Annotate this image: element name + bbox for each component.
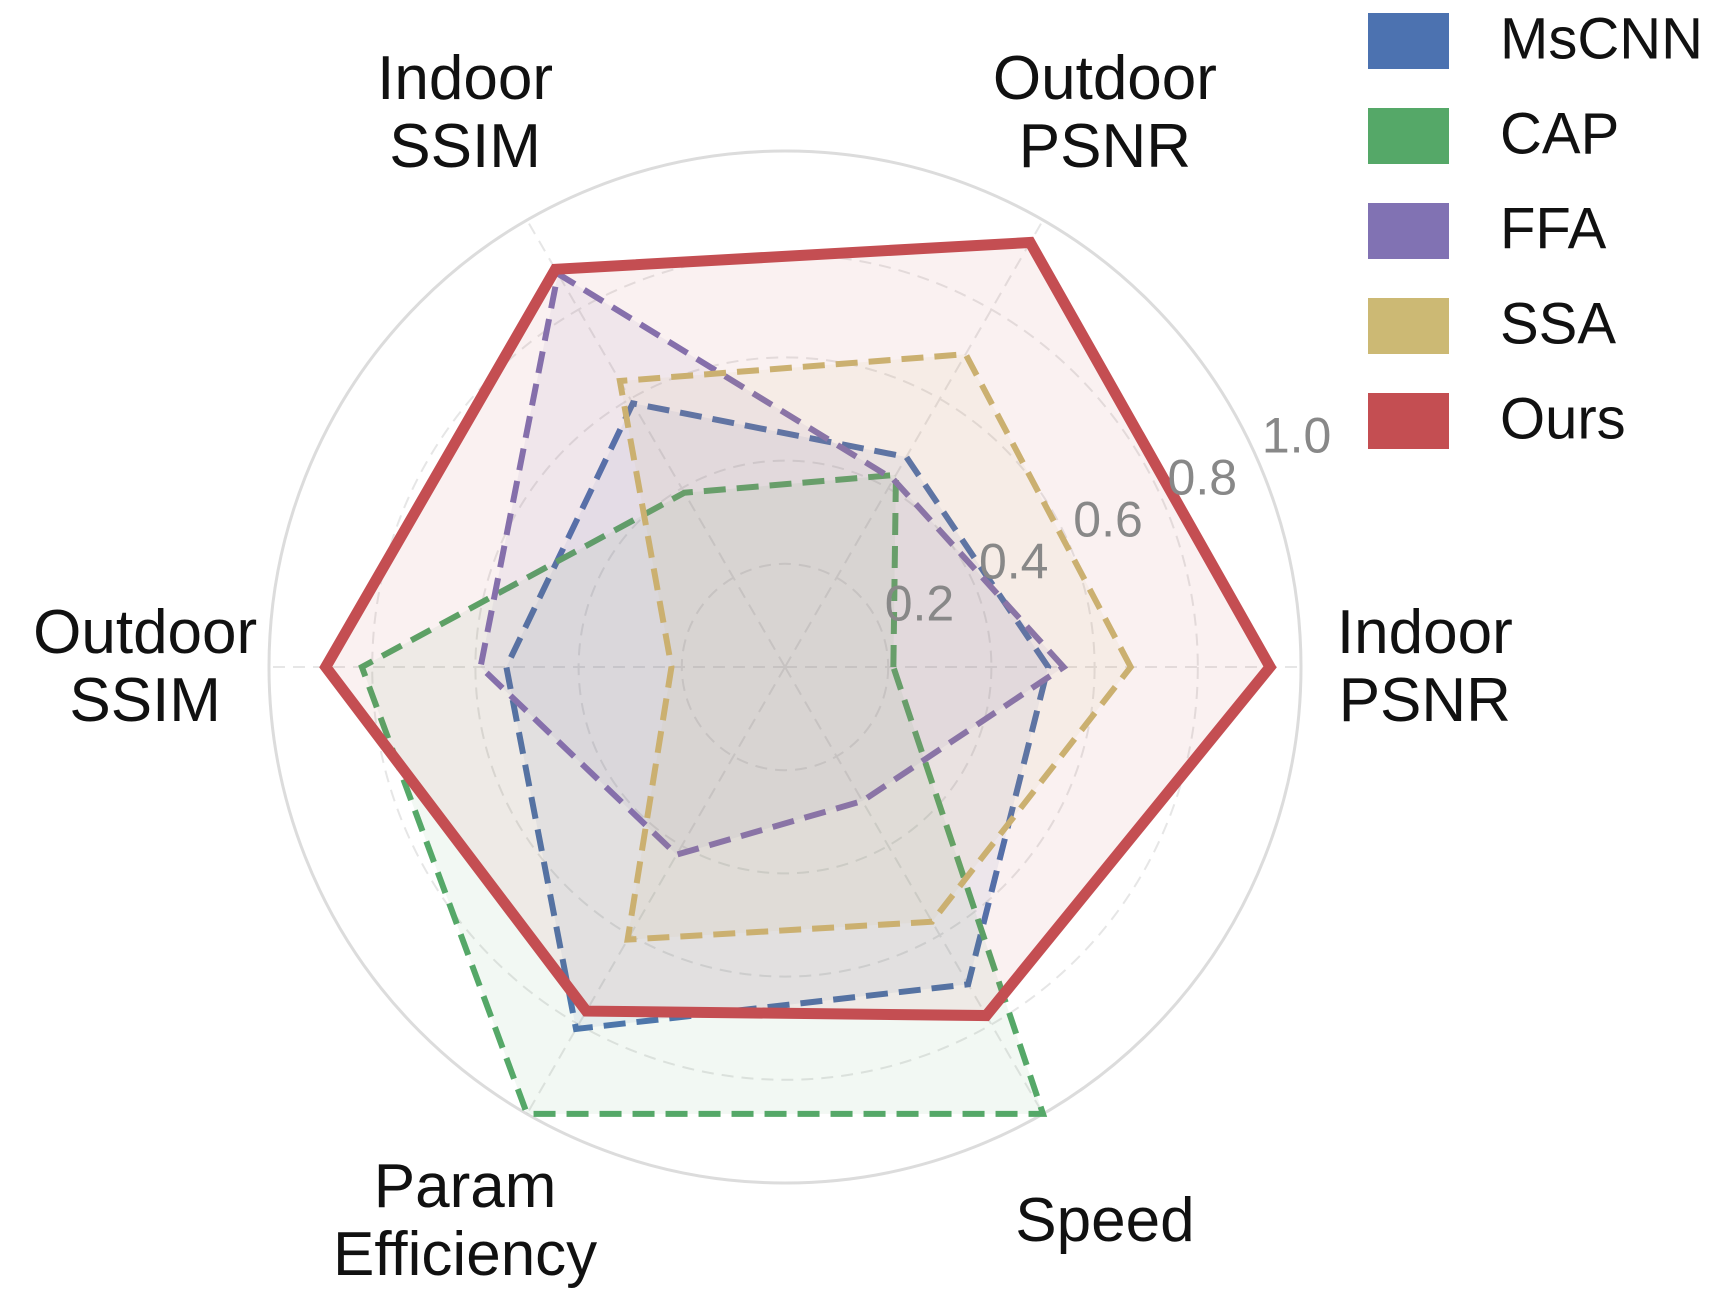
spoke: [526, 666, 786, 1115]
legend-swatch: [1368, 13, 1449, 69]
spoke: [526, 219, 786, 668]
category-label: Outdoor PSNR: [992, 43, 1217, 181]
legend-label: CAP: [1500, 101, 1619, 166]
r-tick-label: 1.0: [1262, 407, 1332, 463]
spoke: [784, 219, 1044, 668]
category-label: Param Efficiency: [332, 1152, 598, 1290]
legend-label: Ours: [1500, 386, 1626, 451]
legend-swatch: [1368, 298, 1449, 354]
spoke: [784, 666, 1044, 1115]
legend-swatch: [1368, 108, 1449, 164]
grid-circle: [267, 149, 1303, 1185]
series-polygon: [319, 236, 1277, 1022]
category-label: Indoor SSIM: [377, 43, 553, 181]
series-polygon: [358, 471, 1048, 1117]
legend-label: MsCNN: [1500, 6, 1703, 71]
legend-label: SSA: [1500, 291, 1616, 356]
category-label: Outdoor SSIM: [33, 598, 258, 735]
r-tick-label: 0.2: [885, 575, 955, 631]
r-tick-label: 0.6: [1073, 491, 1143, 547]
legend-swatch: [1368, 393, 1449, 449]
r-tick-label: 0.8: [1168, 449, 1238, 505]
legend-label: FFA: [1500, 196, 1607, 261]
series-polygon: [616, 351, 1135, 943]
r-tick-label: 0.4: [979, 533, 1049, 589]
category-label: Indoor PSNR: [1336, 598, 1513, 735]
legend-swatch: [1368, 203, 1449, 259]
category-label: Speed: [1015, 1186, 1195, 1256]
series-polygon: [503, 399, 1052, 1033]
